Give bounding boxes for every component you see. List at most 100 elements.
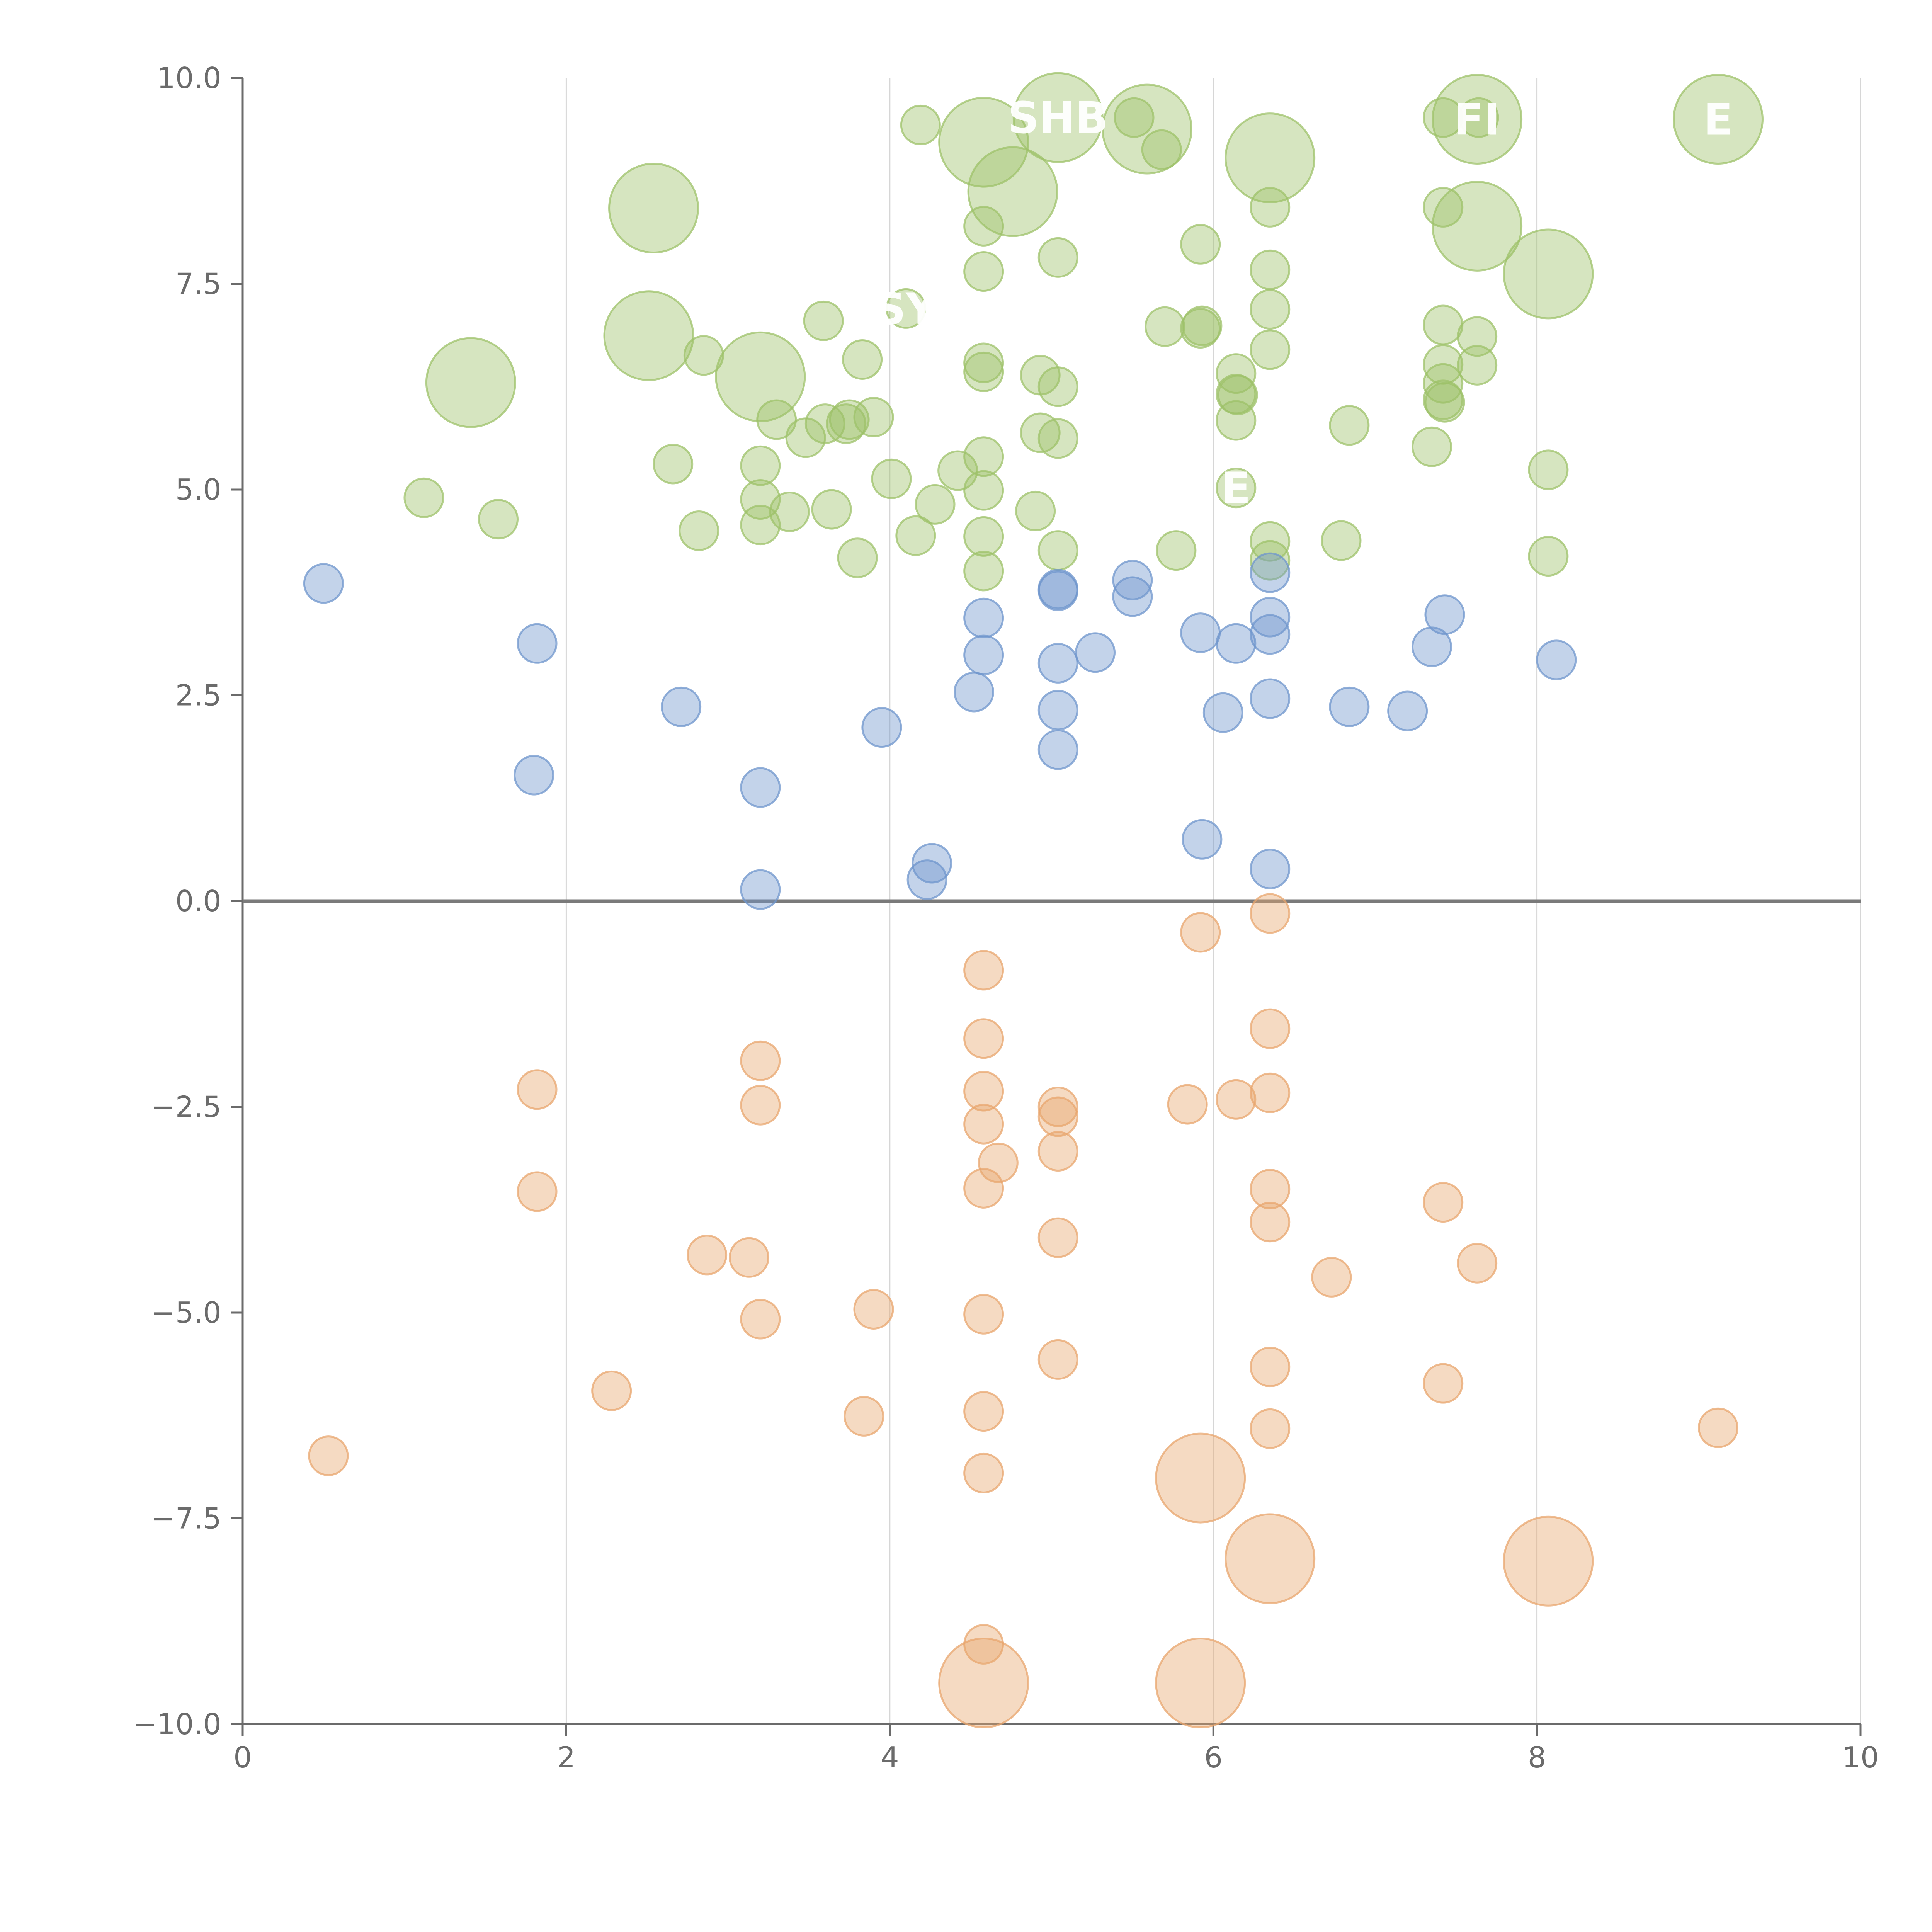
axes bbox=[242, 78, 1861, 1725]
x-tick-label: 6 bbox=[1204, 1740, 1223, 1774]
bubble-green bbox=[1250, 249, 1291, 290]
bubble-orange bbox=[1250, 1347, 1291, 1388]
annotations: SHB FI E SY E bbox=[875, 93, 1733, 514]
bubble-green bbox=[1216, 353, 1257, 394]
bubble-orange bbox=[517, 1171, 558, 1212]
annotation-label: FI bbox=[1454, 95, 1500, 145]
bubble-green bbox=[1012, 72, 1104, 163]
bubble-green bbox=[769, 492, 810, 532]
bubble-orange bbox=[1250, 1072, 1291, 1113]
bubble-blue bbox=[1037, 690, 1078, 731]
bubble-orange bbox=[1167, 1084, 1208, 1125]
bubble-blue bbox=[963, 634, 1004, 675]
bubble-orange bbox=[591, 1370, 632, 1411]
bubble-green bbox=[1250, 187, 1291, 228]
y-tick-label: 2.5 bbox=[175, 679, 221, 713]
bubble-green bbox=[803, 300, 844, 341]
bubble-green bbox=[603, 290, 694, 381]
bubble-orange bbox=[1250, 893, 1291, 934]
bubble-blue bbox=[1411, 626, 1452, 667]
bubble-blue bbox=[1037, 643, 1078, 684]
bubble-orange bbox=[1225, 1513, 1316, 1604]
bubble-green bbox=[715, 331, 806, 422]
y-tick-label: −2.5 bbox=[151, 1090, 221, 1124]
bubble-green bbox=[683, 335, 724, 376]
bubble-orange bbox=[963, 1624, 1004, 1665]
bubble-orange bbox=[1503, 1515, 1594, 1607]
bubble-green bbox=[478, 499, 519, 540]
bubble-blue bbox=[517, 623, 558, 664]
ticks: 0 2 4 6 8 10 10.0 7.5 5.0 2.5 0.0 −2.5 −5.0 −7.5 −10.0 bbox=[133, 61, 1879, 1774]
bubble-green bbox=[1321, 520, 1362, 561]
bubble-green bbox=[1180, 224, 1221, 265]
bubble-orange bbox=[1311, 1257, 1352, 1298]
bubble-orange bbox=[1250, 1202, 1291, 1243]
bubble-green bbox=[1141, 129, 1182, 170]
bubble-orange bbox=[963, 1294, 1004, 1335]
bubble-orange bbox=[1250, 1008, 1291, 1049]
bubble-orange bbox=[938, 1638, 1029, 1728]
bubble-green bbox=[1457, 316, 1498, 357]
bubble-green bbox=[842, 339, 883, 380]
bubble-orange bbox=[963, 1018, 1004, 1059]
bubble-blue bbox=[1250, 597, 1291, 638]
bubble-green bbox=[963, 342, 1004, 383]
bubble-orange bbox=[978, 1142, 1019, 1183]
bubble-orange bbox=[1180, 912, 1221, 953]
bubble-orange bbox=[1698, 1407, 1739, 1448]
bubble-green bbox=[1114, 97, 1155, 138]
bubble-green bbox=[837, 537, 878, 578]
bubble-green bbox=[811, 489, 852, 530]
bubble-orange bbox=[844, 1396, 884, 1437]
bubble-green bbox=[1458, 97, 1499, 138]
bubble-green bbox=[1432, 74, 1523, 165]
bubble-green bbox=[886, 288, 927, 329]
bubble-green bbox=[1411, 426, 1452, 467]
bubble-blue bbox=[514, 755, 554, 796]
x-tick-label: 2 bbox=[557, 1740, 576, 1774]
bubble-blue bbox=[1216, 623, 1257, 664]
bubble-orange bbox=[740, 1299, 781, 1340]
bubble-green bbox=[653, 444, 694, 485]
bubble-blue bbox=[1250, 552, 1291, 593]
bubble-blue bbox=[1250, 678, 1291, 719]
bubble-green bbox=[1457, 345, 1498, 386]
bubble-orange bbox=[1037, 1087, 1078, 1127]
bubble-orange bbox=[517, 1069, 558, 1110]
bubble-blue bbox=[1250, 614, 1291, 655]
bubble-orange bbox=[1250, 1169, 1291, 1209]
bubble-green bbox=[756, 399, 797, 440]
bubble-orange bbox=[687, 1235, 728, 1276]
bubble-orange bbox=[1037, 1096, 1078, 1137]
bubble-orange bbox=[853, 1289, 894, 1330]
bubble-orange bbox=[729, 1237, 770, 1278]
bubble-green bbox=[1182, 305, 1223, 346]
bubble-orange bbox=[740, 1085, 781, 1126]
bubble-green bbox=[1250, 540, 1291, 581]
bubble-green bbox=[1015, 490, 1056, 531]
bubble-blue bbox=[661, 686, 702, 727]
bubble-orange bbox=[1457, 1243, 1498, 1284]
bubble-orange bbox=[1037, 1131, 1078, 1172]
bubble-blue bbox=[1075, 632, 1116, 673]
bubble-green bbox=[963, 551, 1004, 592]
bubble-green bbox=[1102, 83, 1192, 175]
bubble-green bbox=[403, 477, 444, 518]
bubble-green bbox=[900, 104, 941, 145]
annotation-label: SHB bbox=[1008, 93, 1108, 143]
bubble-blue bbox=[906, 859, 947, 900]
y-tick-label: −10.0 bbox=[133, 1707, 221, 1741]
bubble-blue bbox=[1037, 729, 1078, 770]
bubble-blue bbox=[963, 597, 1004, 638]
bubble-orange bbox=[740, 1040, 781, 1081]
bubble-blue bbox=[954, 672, 995, 713]
bubble-green bbox=[1424, 382, 1465, 423]
y-tick-label: 5.0 bbox=[175, 473, 221, 507]
bubble-blue bbox=[303, 563, 344, 604]
bubble-blue bbox=[1112, 560, 1153, 600]
bubble-green bbox=[1037, 237, 1078, 278]
bubble-green bbox=[1037, 530, 1078, 571]
x-tick-label: 4 bbox=[881, 1740, 899, 1774]
bubble-blue bbox=[861, 707, 902, 748]
